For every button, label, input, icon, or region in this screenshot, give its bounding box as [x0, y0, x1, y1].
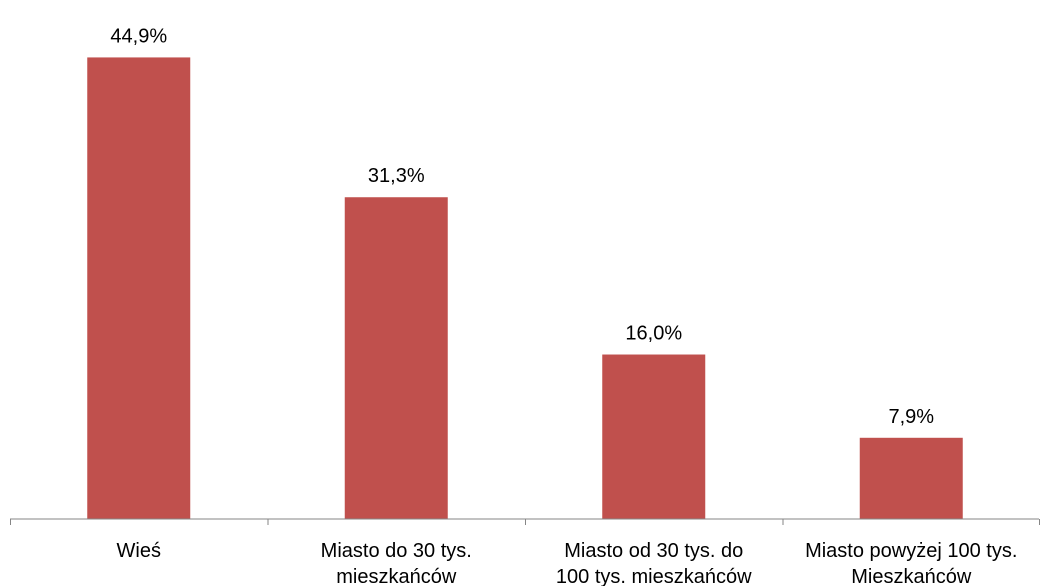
- bar-value-label: 31,3%: [368, 165, 425, 187]
- bar: [87, 57, 191, 519]
- category-label-line: 100 tys. mieszkańców: [556, 566, 752, 586]
- bar: [859, 437, 963, 519]
- bar-value-label: 7,9%: [888, 406, 934, 428]
- category-labels-layer: Wieś Miasto do 30 tys. mieszkańców Miasto o…: [117, 540, 1018, 586]
- bar: [602, 354, 706, 519]
- category-label: Miasto powyżej 100 tys. Mieszkańców: [805, 540, 1017, 586]
- category-label: Miasto od 30 tys. do 100 tys. mieszkańców: [556, 540, 752, 586]
- x-axis: [10, 518, 1040, 525]
- category-label-line: Miasto od 30 tys. do: [564, 540, 743, 562]
- value-labels-layer: 44,9% 31,3% 16,0% 7,9%: [110, 25, 934, 427]
- category-label-line: Wieś: [117, 540, 161, 562]
- bar-value-label: 44,9%: [110, 25, 167, 47]
- bar: [344, 197, 448, 519]
- category-label-line: mieszkańców: [336, 566, 457, 586]
- bar-value-label: 16,0%: [625, 323, 682, 345]
- category-label-line: Miasto do 30 tys.: [321, 540, 472, 562]
- category-label: Wieś: [117, 540, 161, 562]
- category-label: Miasto do 30 tys. mieszkańców: [321, 540, 472, 586]
- bars-layer: [87, 57, 963, 519]
- category-label-line: Mieszkańców: [851, 566, 972, 586]
- category-label-line: Miasto powyżej 100 tys.: [805, 540, 1017, 562]
